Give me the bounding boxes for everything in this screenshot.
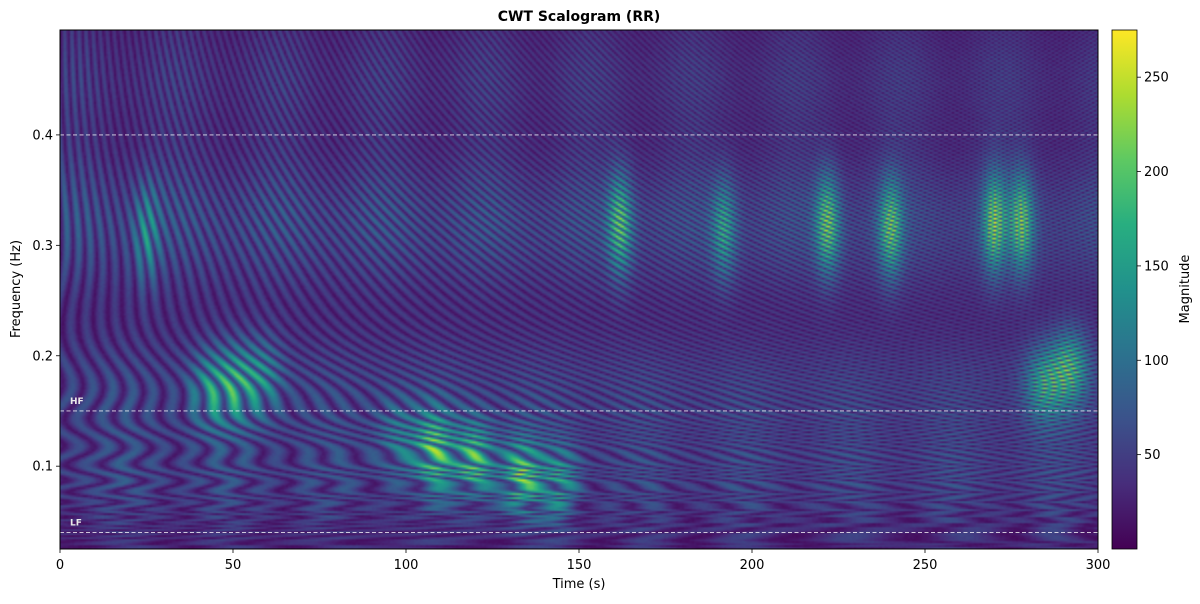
y-tick-label: 0.1 (32, 460, 53, 475)
reference-lines: HF LF (60, 134, 1098, 533)
heatmap-region (60, 30, 1098, 549)
colorbar-tick-label: 50 (1144, 448, 1161, 463)
x-tick-label: 100 (394, 558, 419, 573)
y-tick-label: 0.4 (32, 128, 53, 143)
y-tick-label: 0.3 (32, 239, 53, 254)
colorbar (1111, 29, 1138, 550)
x-tick-label: 250 (913, 558, 938, 573)
colorbar-axis: 50 100 150 200 250 (1137, 71, 1169, 463)
colorbar-tick-label: 250 (1144, 71, 1169, 86)
x-axis: 0 50 100 150 200 250 300 (56, 549, 1111, 573)
colorbar-label: Magnitude (1178, 255, 1193, 324)
y-axis-label: Frequency (Hz) (9, 240, 24, 338)
y-tick-label: 0.2 (32, 349, 53, 364)
y-axis: 0.1 0.2 0.3 0.4 (32, 128, 60, 475)
x-axis-label: Time (s) (552, 577, 606, 592)
heatmap-image (60, 30, 1098, 549)
x-tick-label: 300 (1086, 558, 1111, 573)
reference-line-label: LF (70, 518, 82, 528)
x-tick-label: 150 (567, 558, 592, 573)
x-tick-label: 50 (225, 558, 242, 573)
x-tick-label: 0 (56, 558, 64, 573)
chart-title: CWT Scalogram (RR) (498, 9, 661, 25)
colorbar-tick-label: 200 (1144, 165, 1169, 180)
x-tick-label: 200 (740, 558, 765, 573)
reference-line-label: HF (70, 397, 84, 407)
colorbar-tick-label: 100 (1144, 354, 1169, 369)
colorbar-tick-label: 150 (1144, 259, 1169, 274)
